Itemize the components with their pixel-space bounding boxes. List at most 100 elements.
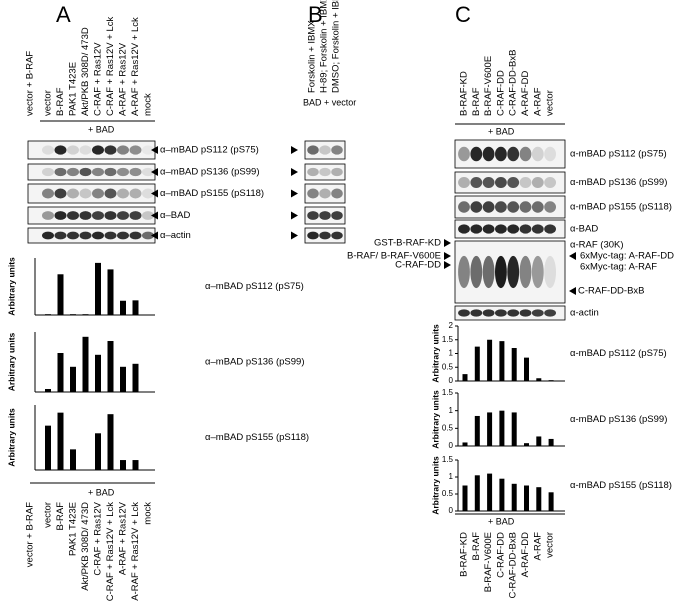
treatment: + BAD bbox=[488, 516, 515, 526]
arrow bbox=[444, 239, 451, 247]
bar bbox=[57, 274, 64, 315]
band bbox=[507, 146, 520, 162]
bar bbox=[536, 436, 542, 446]
band bbox=[482, 201, 495, 213]
band bbox=[470, 309, 483, 317]
band bbox=[544, 177, 557, 188]
lane-label: C-RAF + Ras12V + Lck bbox=[105, 502, 116, 602]
band bbox=[319, 211, 331, 220]
bar bbox=[548, 380, 554, 381]
band bbox=[544, 146, 557, 162]
blot-label: α-BAD bbox=[570, 224, 598, 235]
bar bbox=[462, 374, 468, 381]
lane-label: vector bbox=[545, 90, 556, 116]
band bbox=[544, 309, 557, 317]
band bbox=[104, 145, 117, 155]
band bbox=[482, 177, 495, 188]
y-axis-label: Arbitrary units bbox=[430, 324, 440, 383]
band bbox=[129, 188, 142, 199]
bar bbox=[487, 339, 493, 381]
lane-label: vector bbox=[545, 532, 556, 558]
y-tick-label: 1 bbox=[449, 472, 454, 481]
band bbox=[494, 146, 507, 162]
band bbox=[494, 255, 507, 289]
bar bbox=[487, 473, 493, 511]
band bbox=[482, 146, 495, 162]
band bbox=[129, 231, 142, 240]
band bbox=[531, 224, 544, 234]
bar bbox=[474, 346, 480, 381]
blot-label: α-mBAD pS112 (pS75) bbox=[570, 149, 667, 160]
band bbox=[544, 255, 557, 289]
chart-title: α-mBAD pS112 (pS75) bbox=[570, 348, 667, 359]
arrow bbox=[291, 168, 298, 176]
bar bbox=[511, 412, 517, 446]
blot-label: α–mBAD pS155 (pS118) bbox=[160, 188, 264, 199]
band bbox=[79, 231, 92, 240]
band bbox=[129, 145, 142, 155]
lane-label: B-RAF-V600E bbox=[483, 532, 494, 592]
band bbox=[458, 224, 470, 234]
band bbox=[494, 201, 507, 213]
band bbox=[79, 145, 92, 155]
y-axis-label: Arbitrary units bbox=[6, 332, 16, 391]
panel-label: A bbox=[56, 2, 71, 27]
band bbox=[507, 224, 520, 234]
lane-label: B-RAF bbox=[55, 502, 66, 531]
band bbox=[494, 309, 507, 317]
bar bbox=[132, 363, 139, 392]
bar bbox=[70, 314, 76, 315]
bar bbox=[499, 341, 505, 381]
chart-title: α–mBAD pS136 (pS99) bbox=[205, 357, 305, 368]
lane-label: B-RAF-V600E bbox=[483, 56, 494, 116]
lane-label: C-RAF + Ras12V + Lck bbox=[105, 16, 116, 116]
band bbox=[458, 177, 470, 188]
band bbox=[507, 309, 520, 317]
chart-title: α-mBAD pS155 (pS118) bbox=[570, 480, 672, 491]
y-tick-label: 0 bbox=[449, 441, 454, 450]
band bbox=[42, 167, 54, 177]
band bbox=[92, 167, 104, 177]
lane-label: PAK1 T423E bbox=[68, 502, 79, 556]
lane-label: A-RAF bbox=[532, 87, 543, 116]
y-tick-label: 2 bbox=[449, 321, 454, 330]
lane-label: vector bbox=[43, 502, 54, 528]
arrow bbox=[291, 146, 298, 154]
arrow bbox=[151, 168, 158, 176]
arrow bbox=[291, 231, 298, 240]
band bbox=[42, 231, 54, 240]
bar bbox=[462, 485, 468, 511]
band bbox=[507, 201, 520, 213]
lane-label: C-RAF + Ras12V bbox=[93, 501, 104, 575]
band bbox=[117, 231, 129, 240]
band bbox=[142, 231, 154, 240]
band bbox=[67, 145, 79, 155]
bar bbox=[45, 425, 51, 470]
lane-label: Akt/PKB 308D/ 473D bbox=[80, 27, 91, 116]
band bbox=[129, 211, 142, 220]
band bbox=[42, 145, 54, 155]
band bbox=[531, 177, 544, 188]
bar bbox=[462, 442, 468, 446]
bar bbox=[45, 389, 51, 392]
blot-label: α-actin bbox=[570, 308, 599, 319]
band bbox=[331, 167, 343, 177]
bar bbox=[499, 410, 505, 446]
lane-label: A-RAF bbox=[532, 532, 543, 561]
band bbox=[142, 211, 154, 220]
band bbox=[519, 146, 532, 162]
band bbox=[494, 224, 507, 234]
arrow bbox=[151, 189, 158, 198]
bar bbox=[499, 478, 505, 511]
arrow bbox=[291, 189, 298, 198]
bar bbox=[70, 449, 76, 470]
y-tick-label: 0 bbox=[449, 376, 454, 385]
band bbox=[117, 167, 129, 177]
band bbox=[470, 146, 483, 162]
band bbox=[42, 188, 54, 199]
band bbox=[482, 255, 495, 289]
blot-label: α-mBAD pS136 (pS99) bbox=[570, 177, 667, 188]
band bbox=[331, 188, 343, 199]
lane-label: mock bbox=[143, 502, 154, 525]
